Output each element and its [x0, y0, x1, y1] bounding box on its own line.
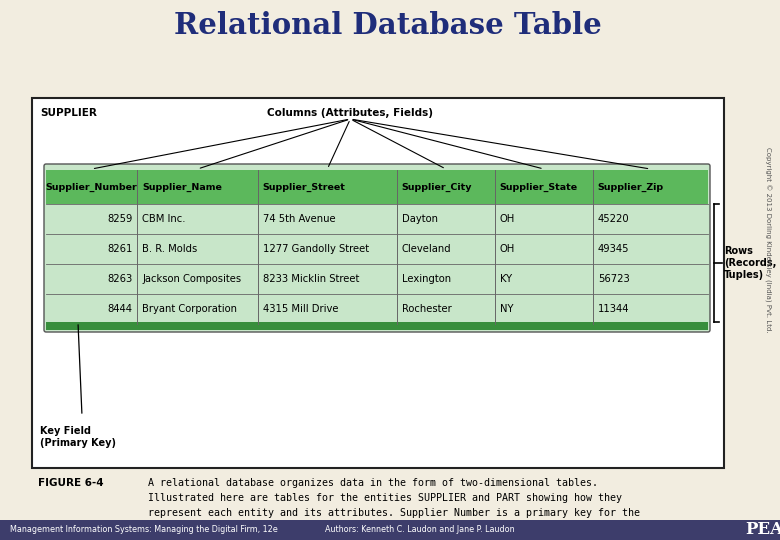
Text: Supplier_State: Supplier_State: [500, 183, 578, 192]
Bar: [46, 170, 708, 204]
Text: Supplier_Name: Supplier_Name: [143, 183, 222, 192]
Text: CBM Inc.: CBM Inc.: [143, 214, 186, 224]
Bar: [46, 322, 708, 330]
Text: 49345: 49345: [597, 244, 629, 254]
Text: 45220: 45220: [597, 214, 629, 224]
Text: Rows
(Records,
Tuples): Rows (Records, Tuples): [724, 246, 776, 280]
Text: 8263: 8263: [107, 274, 133, 284]
Bar: [0, 520, 780, 540]
Text: Jackson Composites: Jackson Composites: [143, 274, 242, 284]
Text: Supplier_Number: Supplier_Number: [46, 183, 137, 192]
Text: 8444: 8444: [108, 304, 133, 314]
Text: Lexington: Lexington: [402, 274, 451, 284]
Text: Bryant Corporation: Bryant Corporation: [143, 304, 237, 314]
Text: KY: KY: [500, 274, 512, 284]
Text: PEARSON: PEARSON: [745, 522, 780, 538]
Text: A relational database organizes data in the form of two-dimensional tables.
Illu: A relational database organizes data in …: [148, 478, 640, 532]
Text: B. R. Molds: B. R. Molds: [143, 244, 197, 254]
Text: 8233 Micklin Street: 8233 Micklin Street: [263, 274, 360, 284]
Text: 11344: 11344: [597, 304, 629, 314]
Text: NY: NY: [500, 304, 513, 314]
Text: OH: OH: [500, 244, 515, 254]
Text: 56723: 56723: [597, 274, 629, 284]
Text: Copyright © 2013 Dorling Kindersley (India) Pvt. Ltd.: Copyright © 2013 Dorling Kindersley (Ind…: [764, 147, 771, 333]
Text: Supplier_Zip: Supplier_Zip: [597, 183, 664, 192]
Text: Rochester: Rochester: [402, 304, 452, 314]
Text: Relational Database Table: Relational Database Table: [174, 10, 602, 39]
Text: 8261: 8261: [107, 244, 133, 254]
Text: 8259: 8259: [107, 214, 133, 224]
Text: SUPPLIER: SUPPLIER: [40, 108, 97, 118]
Text: Management Information Systems: Managing the Digital Firm, 12e: Management Information Systems: Managing…: [10, 525, 278, 535]
Text: Columns (Attributes, Fields): Columns (Attributes, Fields): [268, 108, 434, 118]
Text: 1277 Gandolly Street: 1277 Gandolly Street: [263, 244, 369, 254]
Text: FIGURE 6-4: FIGURE 6-4: [38, 478, 104, 488]
Text: Supplier_Street: Supplier_Street: [263, 183, 346, 192]
Text: Dayton: Dayton: [402, 214, 438, 224]
Bar: [32, 98, 724, 468]
Text: 74 5th Avenue: 74 5th Avenue: [263, 214, 335, 224]
Text: 4315 Mill Drive: 4315 Mill Drive: [263, 304, 339, 314]
Text: Key Field
(Primary Key): Key Field (Primary Key): [40, 426, 116, 448]
FancyBboxPatch shape: [44, 164, 710, 332]
Text: OH: OH: [500, 214, 515, 224]
Text: Authors: Kenneth C. Laudon and Jane P. Laudon: Authors: Kenneth C. Laudon and Jane P. L…: [325, 525, 515, 535]
Text: Cleveland: Cleveland: [402, 244, 452, 254]
Text: Supplier_City: Supplier_City: [402, 183, 473, 192]
